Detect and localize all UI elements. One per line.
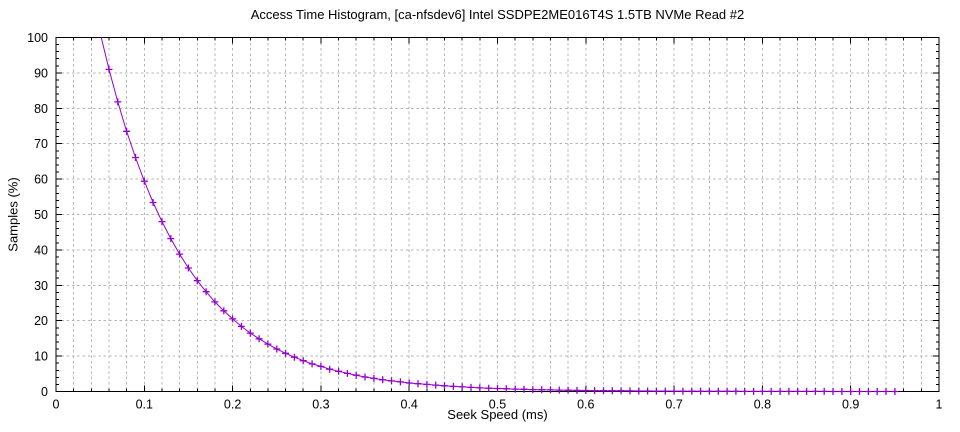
x-tick-label: 0.7 [665, 398, 682, 412]
y-tick-label: 0 [41, 385, 48, 399]
x-tick-label: 0.5 [489, 398, 506, 412]
y-tick-label: 40 [34, 243, 48, 257]
y-tick-label: 50 [34, 208, 48, 222]
x-tick-label: 0.6 [577, 398, 594, 412]
x-tick-label: 0 [53, 398, 60, 412]
x-tick-label: 0.2 [224, 398, 241, 412]
y-tick-label: 80 [34, 102, 48, 116]
grid-lines [56, 37, 939, 392]
x-tick-label: 0.1 [136, 398, 153, 412]
x-tick-label: 0.4 [401, 398, 418, 412]
y-tick-label: 20 [34, 314, 48, 328]
y-tick-label: 30 [34, 279, 48, 293]
y-tick-label: 100 [27, 31, 48, 45]
y-tick-label: 60 [34, 173, 48, 187]
x-tick-label: 0.3 [312, 398, 329, 412]
series-markers [105, 65, 899, 395]
y-tick-label: 70 [34, 137, 48, 151]
x-tick-label: 0.8 [754, 398, 771, 412]
chart-title: Access Time Histogram, [ca-nfsdev6] Inte… [250, 7, 745, 22]
x-axis-label: Seek Speed (ms) [447, 407, 548, 422]
series-line [100, 37, 895, 392]
y-tick-label: 10 [34, 350, 48, 364]
y-tick-label: 90 [34, 66, 48, 80]
x-tick-label: 0.9 [842, 398, 859, 412]
x-tick-label: 1 [936, 398, 943, 412]
